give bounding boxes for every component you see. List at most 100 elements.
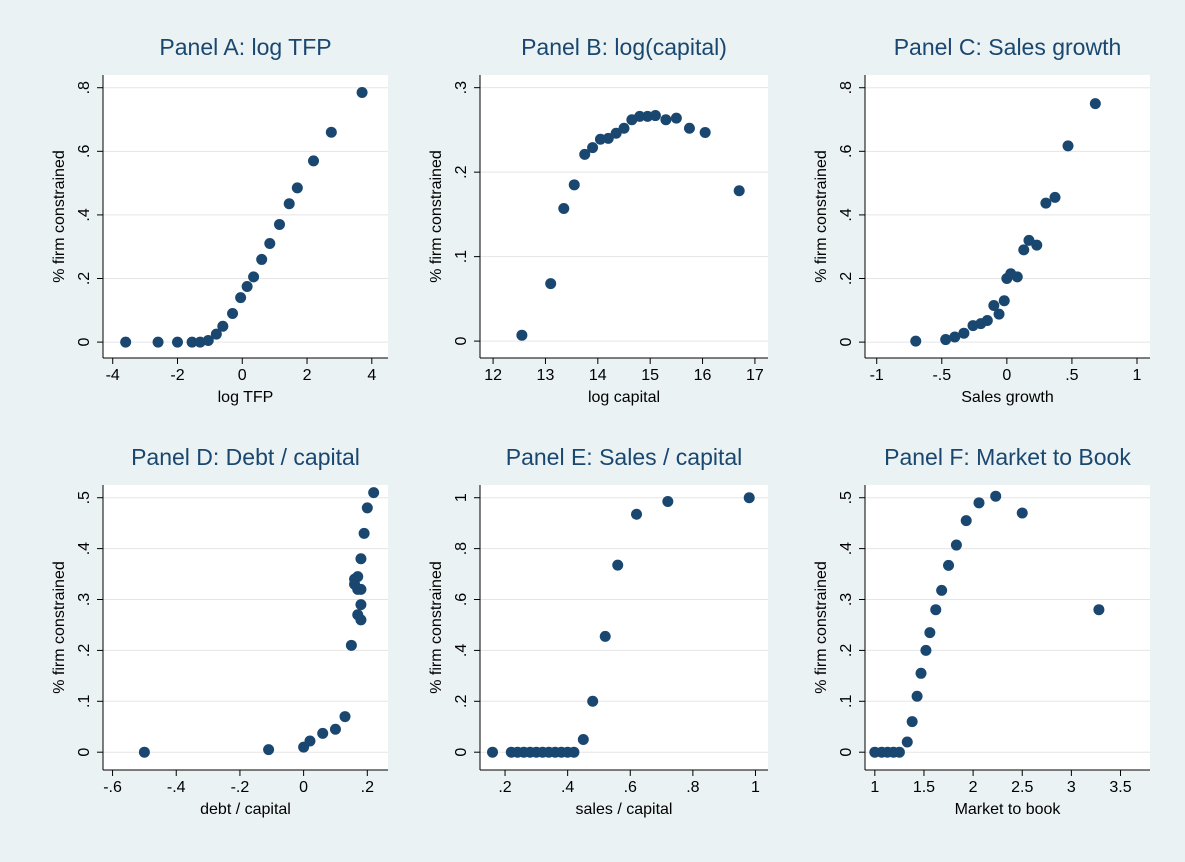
x-tick-label: .5 bbox=[1065, 367, 1078, 384]
x-tick-label: 0 bbox=[1002, 367, 1011, 384]
point bbox=[317, 727, 329, 739]
point bbox=[649, 110, 661, 122]
y-tick-label: .2 bbox=[453, 165, 470, 178]
point bbox=[356, 86, 368, 98]
point bbox=[248, 271, 260, 283]
point bbox=[186, 336, 198, 348]
point bbox=[618, 122, 630, 134]
point bbox=[241, 280, 253, 292]
point bbox=[355, 583, 367, 595]
point bbox=[152, 336, 164, 348]
panel-title: Panel F: Market to Book bbox=[884, 444, 1131, 470]
x-tick-label: 1 bbox=[870, 779, 879, 796]
point bbox=[733, 185, 745, 197]
point bbox=[599, 630, 611, 642]
point bbox=[138, 746, 150, 758]
point bbox=[743, 492, 755, 504]
point bbox=[631, 508, 643, 520]
point bbox=[568, 746, 580, 758]
y-tick-label: .5 bbox=[76, 491, 93, 504]
point bbox=[308, 155, 320, 167]
y-tick-label: 0 bbox=[838, 748, 855, 757]
point bbox=[920, 644, 932, 656]
x-axis-label: log capital bbox=[588, 389, 660, 406]
x-tick-label: 3.5 bbox=[1109, 779, 1131, 796]
x-tick-label: 3 bbox=[1067, 779, 1076, 796]
y-tick-label: .3 bbox=[76, 593, 93, 606]
point bbox=[893, 746, 905, 758]
x-tick-label: .8 bbox=[686, 779, 699, 796]
x-tick-label: 4 bbox=[367, 367, 376, 384]
y-tick-label: .8 bbox=[76, 81, 93, 94]
y-tick-label: .8 bbox=[838, 81, 855, 94]
y-axis-label: % firm constrained bbox=[428, 150, 445, 283]
point bbox=[973, 497, 985, 509]
point bbox=[1049, 191, 1061, 203]
y-tick-label: .4 bbox=[838, 208, 855, 221]
panel-title: Panel D: Debt / capital bbox=[131, 444, 360, 470]
point bbox=[610, 127, 622, 139]
point bbox=[568, 179, 580, 191]
y-tick-label: 0 bbox=[76, 748, 93, 757]
y-tick-label: .4 bbox=[453, 644, 470, 657]
point bbox=[217, 320, 229, 332]
y-tick-label: 0 bbox=[838, 338, 855, 347]
panel-title: Panel C: Sales growth bbox=[894, 34, 1122, 60]
y-tick-label: .5 bbox=[838, 491, 855, 504]
y-axis-label: % firm constrained bbox=[51, 561, 68, 694]
x-tick-label: 15 bbox=[641, 367, 659, 384]
y-tick-label: .8 bbox=[453, 542, 470, 555]
point bbox=[1016, 507, 1028, 519]
point bbox=[670, 112, 682, 124]
point bbox=[256, 253, 268, 265]
point bbox=[699, 126, 711, 138]
point bbox=[361, 502, 373, 514]
point bbox=[329, 723, 341, 735]
y-tick-label: 1 bbox=[453, 493, 470, 502]
x-tick-label: -.2 bbox=[231, 779, 250, 796]
x-tick-label: 0 bbox=[238, 367, 247, 384]
point bbox=[1062, 140, 1074, 152]
point bbox=[993, 308, 1005, 320]
point bbox=[990, 490, 1002, 502]
point bbox=[612, 559, 624, 571]
point bbox=[579, 148, 591, 160]
y-tick-label: .4 bbox=[838, 542, 855, 555]
x-tick-label: 0 bbox=[299, 779, 308, 796]
point bbox=[1031, 239, 1043, 251]
panel-title: Panel B: log(capital) bbox=[521, 34, 727, 60]
y-tick-label: .4 bbox=[76, 542, 93, 555]
point bbox=[274, 218, 286, 230]
y-tick-label: .2 bbox=[838, 272, 855, 285]
plot-area bbox=[103, 485, 388, 770]
y-tick-label: 0 bbox=[453, 337, 470, 346]
point bbox=[602, 132, 614, 144]
point bbox=[958, 327, 970, 339]
x-tick-label: 17 bbox=[746, 367, 764, 384]
y-tick-label: .1 bbox=[453, 250, 470, 263]
point bbox=[227, 307, 239, 319]
point bbox=[1093, 604, 1105, 616]
plot-area bbox=[865, 485, 1150, 770]
y-tick-label: .2 bbox=[453, 695, 470, 708]
x-tick-label: 2 bbox=[303, 367, 312, 384]
x-tick-label: 1 bbox=[1133, 367, 1142, 384]
panel-title: Panel E: Sales / capital bbox=[506, 444, 743, 470]
x-axis-label: Market to book bbox=[955, 801, 1062, 818]
y-tick-label: .1 bbox=[76, 695, 93, 708]
point bbox=[325, 126, 337, 138]
x-tick-label: 16 bbox=[694, 367, 712, 384]
point bbox=[558, 202, 570, 214]
y-axis-label: % firm constrained bbox=[51, 150, 68, 283]
x-tick-label: -.6 bbox=[103, 779, 122, 796]
x-tick-label: 14 bbox=[589, 367, 607, 384]
x-tick-label: 2.5 bbox=[1011, 779, 1033, 796]
point bbox=[915, 667, 927, 679]
point bbox=[352, 571, 364, 583]
point bbox=[516, 329, 528, 341]
point bbox=[1011, 271, 1023, 283]
y-tick-label: .3 bbox=[453, 81, 470, 94]
y-tick-label: .2 bbox=[76, 272, 93, 285]
x-tick-label: -4 bbox=[106, 367, 120, 384]
